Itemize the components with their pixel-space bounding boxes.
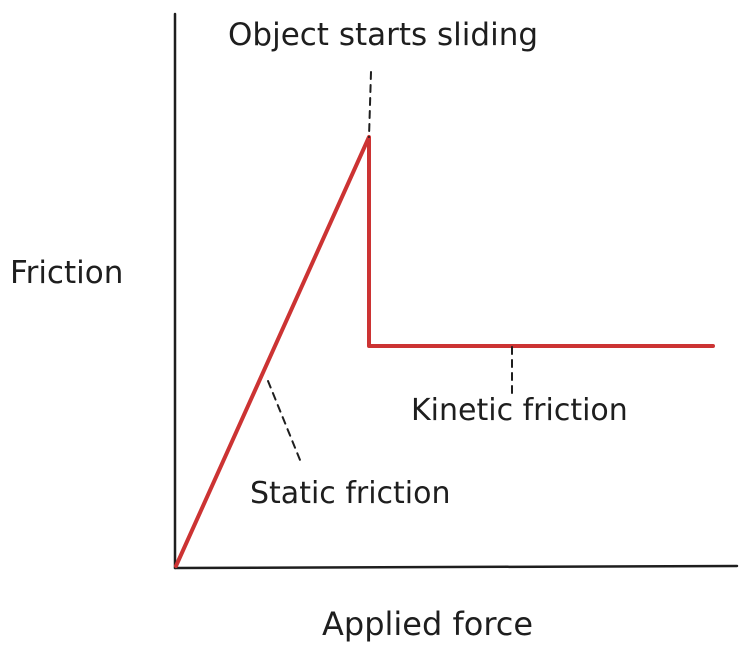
peak-leader-line [368,71,372,138]
static-leader-line [267,380,301,461]
static-label: Static friction [250,476,451,511]
peak-label: Object starts sliding [228,17,538,53]
x-axis-label: Applied force [322,605,533,643]
kinetic-label: Kinetic friction [411,393,628,428]
y-axis-label: Friction [10,255,123,291]
friction-curve [174,135,715,568]
x-axis-line [173,564,739,570]
